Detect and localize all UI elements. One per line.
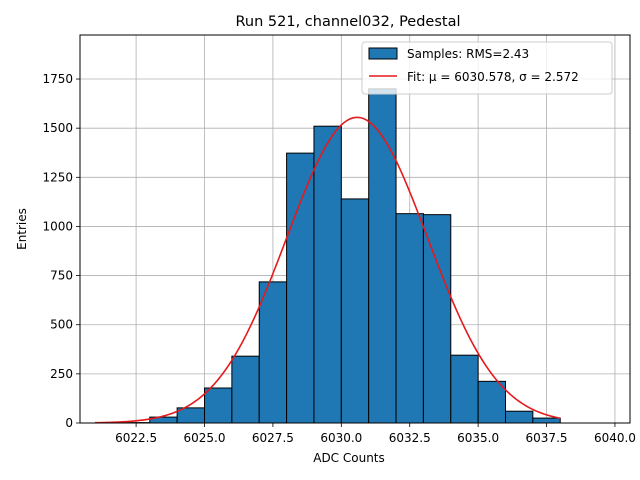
fit-curve-layer [95,116,561,424]
histogram-bar [532,417,561,424]
legend-swatch-samples [368,47,398,60]
y-tick-label: 1000 [42,219,73,233]
y-tick-label: 750 [50,269,73,283]
plot-frame [79,34,631,424]
histogram-bar [258,281,288,424]
legend: Samples: RMS=2.43 Fit: μ = 6030.578, σ =… [361,41,613,95]
y-tick-label: 500 [50,318,73,332]
histogram-bar [204,387,233,424]
legend-label-fit: Fit: μ = 6030.578, σ = 2.572 [407,70,579,84]
histogram-bar [504,410,534,424]
y-tick-label: 1500 [42,121,73,135]
x-tick-label: 6040.0 [594,431,636,445]
y-tick-label: 1250 [42,170,73,184]
histogram-bar [231,355,260,424]
histogram-bar [286,152,315,424]
x-axis-label: ADC Counts [313,451,385,465]
legend-box [361,41,613,95]
y-axis-label: Entries [15,208,29,250]
histogram-bar [395,213,424,424]
histogram-bar [422,214,452,424]
x-tick-label: 6030.0 [320,431,362,445]
legend-label-samples: Samples: RMS=2.43 [407,47,529,61]
y-tick-label: 0 [65,416,73,430]
histogram-bar [368,88,397,424]
histogram-bars [121,88,561,424]
fit-curve [95,116,561,424]
x-tick-label: 6032.5 [389,431,431,445]
histogram-bar [477,380,506,424]
x-tick-label: 6025.0 [184,431,226,445]
axis-ticks: 6022.5 6025.0 6027.5 6030.0 6032.5 6035.0 6037… [42,72,635,445]
x-tick-label: 6035.0 [457,431,499,445]
histogram-bar [450,354,479,424]
chart-title: Run 521, channel032, Pedestal [235,14,460,30]
histogram-bar [340,198,370,424]
x-tick-label: 6037.5 [526,431,568,445]
y-tick-label: 250 [50,367,73,381]
histogram-bar [313,125,342,424]
x-tick-label: 6022.5 [115,431,157,445]
y-tick-label: 1750 [42,72,73,86]
x-tick-label: 6027.5 [252,431,294,445]
